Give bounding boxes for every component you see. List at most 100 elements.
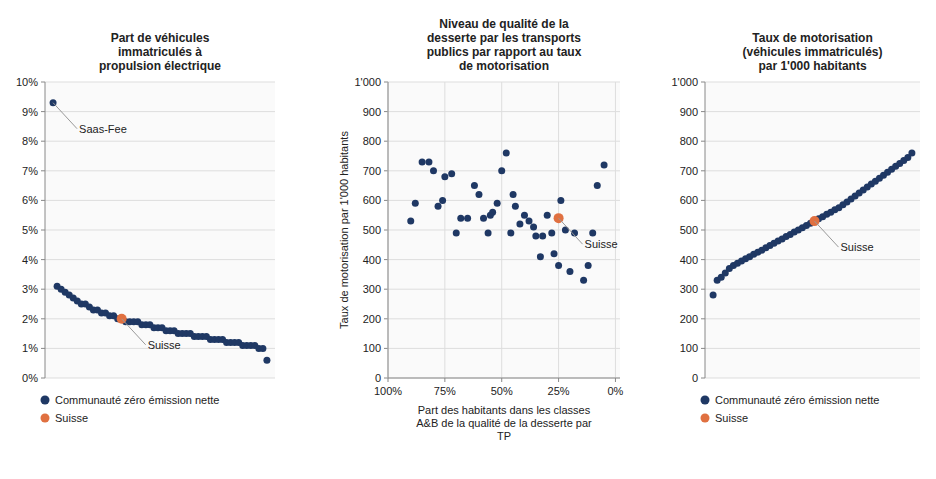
tick-mark — [384, 170, 388, 171]
tick-mark — [41, 259, 45, 260]
tick-mark — [384, 111, 388, 112]
scatter-point — [530, 224, 537, 231]
scatter-point — [512, 203, 519, 210]
tick-mark — [41, 82, 45, 83]
grid-line — [615, 82, 616, 378]
legend-item: Communauté zéro émission nette — [41, 394, 220, 406]
tick-mark — [558, 378, 559, 382]
tick-label: 300 — [363, 283, 381, 295]
scatter-point — [471, 182, 478, 189]
tick-label: 0% — [22, 372, 38, 384]
grid-line — [388, 82, 620, 83]
tick-mark — [615, 378, 616, 382]
y-axis-line — [388, 82, 389, 378]
tick-label: 0% — [607, 385, 623, 397]
scatter-point — [485, 229, 492, 236]
legend-label: Communauté zéro émission nette — [55, 394, 219, 406]
tick-label: 5% — [22, 224, 38, 236]
tick-mark — [41, 348, 45, 349]
tick-label: 75% — [434, 385, 456, 397]
tick-mark — [384, 141, 388, 142]
grid-line — [501, 82, 502, 378]
tick-mark — [41, 289, 45, 290]
tick-label: 200 — [680, 313, 698, 325]
tick-mark — [701, 259, 705, 260]
tick-mark — [701, 348, 705, 349]
grid-line — [388, 348, 620, 349]
tick-label: 6% — [22, 194, 38, 206]
tick-mark — [701, 141, 705, 142]
annotation: Suisse — [841, 241, 874, 253]
tick-label: 600 — [363, 194, 381, 206]
tick-label: 3% — [22, 283, 38, 295]
grid-line — [45, 230, 275, 231]
scatter-point — [487, 212, 494, 219]
tick-mark — [701, 111, 705, 112]
y-axis-line — [705, 82, 706, 378]
tick-label: 700 — [363, 165, 381, 177]
tick-label: 300 — [680, 283, 698, 295]
tick-mark — [701, 170, 705, 171]
legend-swatch — [41, 414, 50, 423]
scatter-point — [448, 170, 455, 177]
scatter-point — [594, 182, 601, 189]
grid-line — [45, 82, 275, 83]
scatter-point — [908, 150, 915, 157]
tick-mark — [41, 378, 45, 379]
annotation-line — [53, 103, 77, 129]
plot-area — [388, 82, 620, 378]
scatter-point — [498, 167, 505, 174]
grid-line — [705, 141, 920, 142]
grid-line — [388, 259, 620, 260]
scatter-point — [566, 268, 573, 275]
grid-line — [705, 318, 920, 319]
tick-mark — [701, 318, 705, 319]
tick-mark — [384, 289, 388, 290]
tick-label: 800 — [680, 135, 698, 147]
tick-mark — [41, 200, 45, 201]
grid-line — [45, 170, 275, 171]
scatter-point — [464, 215, 471, 222]
tick-mark — [41, 111, 45, 112]
grid-line — [388, 141, 620, 142]
legend-item: Suisse — [701, 412, 749, 424]
scatter-point — [580, 277, 587, 284]
scatter-point — [601, 161, 608, 168]
marks — [710, 150, 916, 299]
tick-label: 1'000 — [671, 76, 698, 88]
scatter-point — [551, 250, 558, 257]
grid-line — [388, 318, 620, 319]
grid-line — [388, 111, 620, 112]
grid-line — [558, 82, 559, 378]
tick-label: 100 — [680, 342, 698, 354]
scatter-point — [453, 229, 460, 236]
tick-mark — [41, 141, 45, 142]
tick-label: 8% — [22, 135, 38, 147]
marks — [50, 99, 271, 364]
scatter-point — [539, 232, 546, 239]
tick-label: 7% — [22, 165, 38, 177]
scatter-point — [510, 191, 517, 198]
grid-line — [705, 200, 920, 201]
scatter-point — [526, 218, 533, 225]
legend-label: Communauté zéro émission nette — [715, 394, 879, 406]
tick-label: 1% — [22, 342, 38, 354]
grid-line — [705, 111, 920, 112]
tick-mark — [444, 378, 445, 382]
chart-title: Part de véhiculesimmatriculés àpropulsio… — [99, 31, 221, 73]
scatter-point — [457, 215, 464, 222]
x-axis-label: Part des habitants dans les classesA&B d… — [416, 404, 592, 442]
scatter-point — [480, 215, 487, 222]
legend-label: Suisse — [55, 412, 88, 424]
scatter-point — [439, 197, 446, 204]
grid-line — [388, 289, 620, 290]
tick-label: 900 — [680, 106, 698, 118]
tick-label: 10% — [16, 76, 38, 88]
tick-label: 100% — [374, 385, 402, 397]
tick-label: 1'000 — [354, 76, 381, 88]
tick-label: 500 — [680, 224, 698, 236]
scatter-point — [441, 173, 448, 180]
legend-swatch — [41, 396, 50, 405]
scatter-point — [412, 200, 419, 207]
annotation-line — [815, 221, 839, 247]
